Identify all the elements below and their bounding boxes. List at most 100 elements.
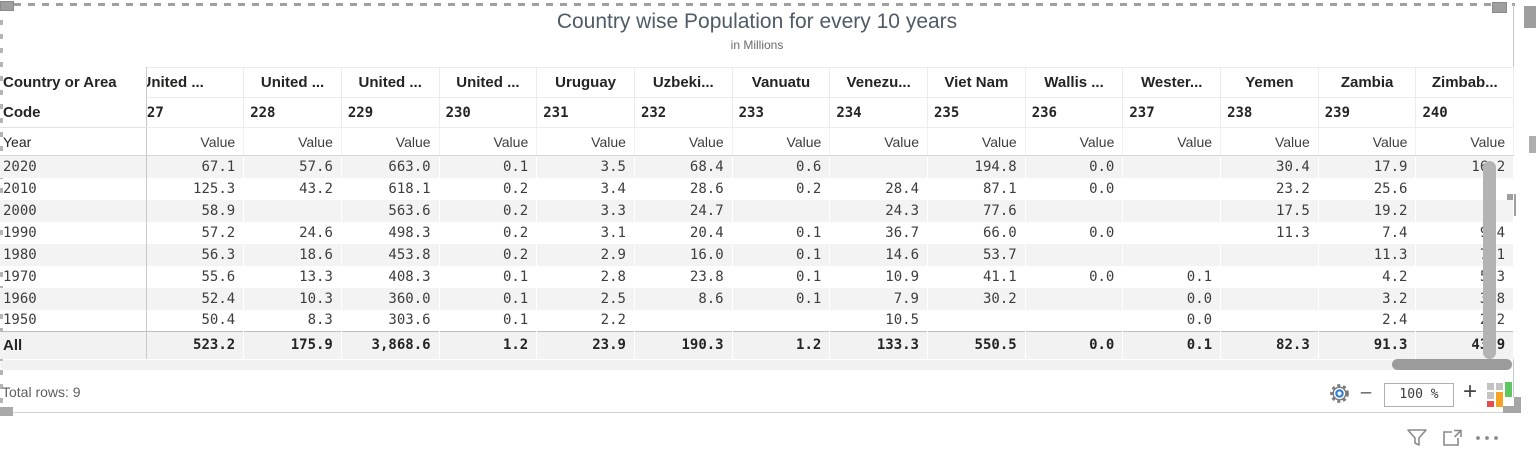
table-cell: 8.6 <box>634 287 733 310</box>
column-header-value[interactable]: Value <box>536 127 635 156</box>
table-cell <box>634 309 733 332</box>
column-header-code[interactable]: 228 <box>243 97 342 128</box>
table-cell: 30.2 <box>927 287 1026 310</box>
column-header-value[interactable]: Value <box>1318 127 1417 156</box>
zoom-in-button[interactable]: + <box>1462 378 1477 405</box>
table-cell: 0.1 <box>732 265 831 288</box>
total-cell: 133.3 <box>829 331 928 359</box>
table-row: Country or Area United ... United ... Unite… <box>0 67 1515 98</box>
column-header-code[interactable]: 235 <box>927 97 1026 128</box>
column-header-code[interactable]: 230 <box>439 97 538 128</box>
column-header-value[interactable]: Value <box>1415 127 1515 156</box>
table-cell: 0.6 <box>732 155 831 178</box>
column-header-value[interactable]: Value <box>243 127 342 156</box>
horizontal-scrollbar-track[interactable] <box>0 360 1513 370</box>
ellipsis-icon[interactable] <box>1475 434 1501 442</box>
column-header-value[interactable]: Value <box>634 127 733 156</box>
column-header-code[interactable]: 238 <box>1220 97 1319 128</box>
row-header-year: 1990 <box>0 221 147 244</box>
table-cell <box>927 309 1026 332</box>
column-header-code[interactable]: 240 <box>1415 97 1515 128</box>
table-cell: 87.1 <box>927 177 1026 200</box>
column-header-value[interactable]: Value <box>341 127 440 156</box>
table-row: 1980 56.3 18.6 453.8 0.2 2.9 16.0 0.1 14.6 53.7 11… <box>0 243 1515 266</box>
column-header-name[interactable]: Wester... <box>1122 67 1222 98</box>
column-header-name[interactable]: Yemen <box>1220 67 1319 98</box>
column-header-name[interactable]: Uruguay <box>536 67 635 98</box>
column-header-name[interactable]: Uzbeki... <box>633 67 733 98</box>
table-cell: 57.2 <box>146 221 245 244</box>
table-cell: 0.1 <box>439 287 538 310</box>
focus-mode-icon[interactable] <box>1441 429 1463 448</box>
page-scrollbar-fragment[interactable] <box>1529 136 1536 153</box>
column-header-code[interactable]: 232 <box>634 97 733 128</box>
total-cell: 0.0 <box>1025 331 1124 359</box>
column-header-code[interactable]: 231 <box>536 97 635 128</box>
column-header-code[interactable]: 227 <box>146 97 245 128</box>
column-header-code[interactable]: 234 <box>829 97 928 128</box>
column-header-code[interactable]: 236 <box>1025 97 1124 128</box>
table-cell: 43.2 <box>243 177 342 200</box>
column-header-code[interactable]: 239 <box>1318 97 1417 128</box>
column-header-name[interactable]: Zambia <box>1317 67 1417 98</box>
column-header-code[interactable]: 237 <box>1122 97 1222 128</box>
zoom-out-button[interactable]: – <box>1360 382 1372 403</box>
table-cell <box>1122 177 1222 200</box>
column-header-name[interactable]: United ... <box>340 67 440 98</box>
resize-handle-bottom-left[interactable] <box>0 407 13 416</box>
table-cell: 50.4 <box>146 309 245 332</box>
column-header-name[interactable]: United ... <box>145 67 245 98</box>
table-cell: 0.2 <box>732 177 831 200</box>
table-cell: 10.5 <box>829 309 928 332</box>
column-header-name[interactable]: United ... <box>243 67 342 98</box>
table-cell: 9.4 <box>1415 221 1515 244</box>
table-row: 1960 52.4 10.3 360.0 0.1 2.5 8.6 0.1 7.9 30.2 0.0 3… <box>0 287 1515 310</box>
bar-chart-icon-green-bar <box>1505 382 1512 407</box>
column-header-name[interactable]: United ... <box>438 67 538 98</box>
column-header-name[interactable]: Venezu... <box>829 67 928 98</box>
zoom-level-input[interactable]: 100 % <box>1384 383 1454 407</box>
funnel-icon[interactable] <box>1406 428 1428 448</box>
table-cell: 55.6 <box>146 265 245 288</box>
column-header-name[interactable]: Viet Nam <box>927 67 1026 98</box>
resize-grip[interactable] <box>1503 397 1521 413</box>
table-cell: 3.8 <box>1415 287 1515 310</box>
table-cell: 68.4 <box>634 155 733 178</box>
table-cell: 618.1 <box>341 177 440 200</box>
table-cell: 77.6 <box>927 199 1026 222</box>
table-cell: 0.0 <box>1122 309 1222 332</box>
column-header-name[interactable]: Vanuatu <box>731 67 831 98</box>
table-cell: 24.6 <box>243 221 342 244</box>
page-scrollbar-fragment[interactable] <box>1524 6 1536 28</box>
vertical-scrollbar-thumb[interactable] <box>1483 161 1496 359</box>
table-cell <box>1122 199 1222 222</box>
table-cell: 16.0 <box>634 243 733 266</box>
bar-chart-icon[interactable] <box>1487 380 1512 407</box>
table-cell: 2.4 <box>1318 309 1417 332</box>
bar-chart-icon-dot <box>1487 392 1494 399</box>
table-cell: 23.2 <box>1220 177 1319 200</box>
column-header-value[interactable]: Value <box>1220 127 1319 156</box>
column-header-name[interactable]: Zimbab... <box>1415 67 1515 98</box>
column-header-value[interactable]: Value <box>1122 127 1222 156</box>
column-header-name[interactable]: Wallis ... <box>1024 67 1124 98</box>
resize-handle-top-left[interactable] <box>0 1 14 11</box>
table-cell <box>1415 177 1515 200</box>
column-header-value[interactable]: Value <box>146 127 245 156</box>
column-header-value[interactable]: Value <box>927 127 1026 156</box>
column-header-code[interactable]: 233 <box>732 97 831 128</box>
resize-handle-top-right[interactable] <box>1492 2 1507 13</box>
total-cell: 190.3 <box>634 331 733 359</box>
horizontal-scrollbar-thumb[interactable] <box>1392 359 1512 370</box>
column-header-value[interactable]: Value <box>829 127 928 156</box>
column-header-value[interactable]: Value <box>732 127 831 156</box>
bar-chart-icon-dot <box>1496 383 1503 390</box>
column-header-value[interactable]: Value <box>439 127 538 156</box>
table-cell: 7.1 <box>1415 243 1515 266</box>
visual-border-bottom <box>0 412 1521 413</box>
column-header-code[interactable]: 229 <box>341 97 440 128</box>
column-header-value[interactable]: Value <box>1025 127 1124 156</box>
table-cell: 11.3 <box>1220 221 1319 244</box>
table-cell <box>1220 243 1319 266</box>
gear-icon[interactable] <box>1329 383 1350 404</box>
